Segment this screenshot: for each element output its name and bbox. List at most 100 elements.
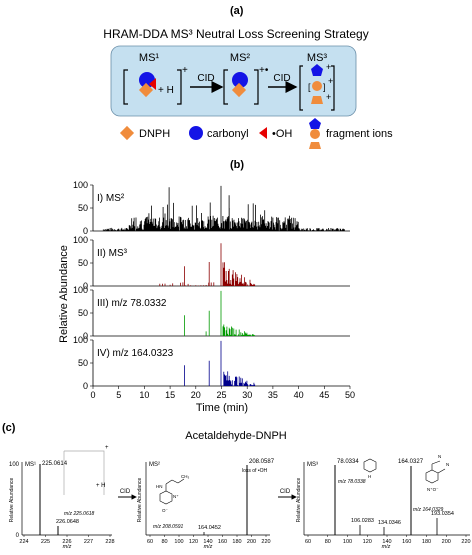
x-tick-label: 15 (165, 390, 175, 400)
x-tick-label: 100 (343, 539, 352, 545)
svg-text:m/z 164.0329: m/z 164.0329 (413, 507, 444, 513)
chromatogram-trace (102, 185, 345, 231)
legend-dnph: DNPH (139, 128, 170, 140)
x-tick-label: 35 (268, 390, 278, 400)
svg-text:m/z: m/z (204, 544, 213, 550)
svg-text:134.0346: 134.0346 (378, 520, 401, 526)
cid-label-c1: CID (120, 489, 131, 495)
svg-text:+: + (326, 92, 331, 102)
x-tick-label: 60 (147, 539, 153, 545)
svg-text:]: ] (323, 82, 326, 92)
svg-text:m/z 208.0591: m/z 208.0591 (153, 524, 184, 530)
ms2-structure-icon (159, 478, 185, 505)
x-tick-label: 160 (218, 539, 227, 545)
x-tick-label: 227 (84, 539, 93, 545)
trace-label: II) MS³ (97, 248, 128, 259)
y-tick-label: 50 (78, 308, 88, 318)
pentagon-fragment-icon (311, 64, 323, 76)
svg-text:78.0334: 78.0334 (337, 459, 359, 465)
stage-ms1: MS¹ (139, 52, 160, 64)
svg-text:N: N (438, 454, 441, 459)
x-tick-label: 40 (294, 390, 304, 400)
x-tick-label: 200 (247, 539, 256, 545)
trapezoid-fragment-icon (309, 142, 321, 149)
panel-b-label: (b) (230, 159, 244, 171)
y-tick-label: 50 (78, 258, 88, 268)
ms3-stage: MS³ (307, 462, 318, 468)
x-tick-label: 60 (305, 539, 311, 545)
svg-text:+: + (326, 62, 331, 72)
trace-label: IV) m/z 164.0323 (97, 348, 174, 359)
svg-text:m/z 225.0618: m/z 225.0618 (64, 511, 95, 517)
ms1-spectrum: Relative Abundance 100 0 MS¹ 225.0614 22… (9, 445, 115, 550)
ms2-product: +• (223, 65, 269, 105)
cid-label-c2: CID (280, 489, 291, 495)
ms3-spectrum: Relative Abundance MS³ 78.0334 m/z 78.03… (296, 454, 471, 550)
legend-carbonyl: carbonyl (207, 128, 249, 140)
x-tick-label: 10 (139, 390, 149, 400)
hydroxyl-icon (149, 78, 156, 90)
y-tick-label: 50 (78, 203, 88, 213)
cid-label-1: CID (197, 73, 214, 84)
svg-text:+: + (328, 76, 333, 86)
ms2-stage: MS² (149, 462, 160, 468)
cid-label-2: CID (273, 73, 290, 84)
chromatogram-trace (184, 290, 256, 336)
y-tick-label: 0 (83, 331, 88, 341)
trace-label: III) m/z 78.0332 (97, 298, 167, 309)
x-tick-label: 180 (422, 539, 431, 545)
trace-label: I) MS² (97, 193, 125, 204)
svg-text:CH₃: CH₃ (181, 474, 189, 479)
x-tick-label: 180 (232, 539, 241, 545)
svg-text:0: 0 (16, 533, 20, 539)
panel-a-label: (a) (230, 5, 244, 17)
svg-text:164.0327: 164.0327 (398, 459, 424, 465)
x-tick-label: 228 (105, 539, 114, 545)
panel-b-xlabel: Time (min) (196, 402, 248, 414)
svg-text:Relative Abundance: Relative Abundance (296, 478, 302, 523)
plus-h-label: + H (158, 85, 174, 96)
chromatogram-trace (159, 243, 256, 286)
x-tick-label: 50 (345, 390, 355, 400)
svg-text:Relative Abundance: Relative Abundance (9, 478, 15, 523)
svg-text:+ H: + H (96, 483, 106, 489)
x-tick-label: 140 (203, 539, 212, 545)
svg-text:226.0648: 226.0648 (56, 519, 79, 525)
x-tick-label: 45 (319, 390, 329, 400)
x-tick-label: 200 (442, 539, 451, 545)
ms1-stage: MS¹ (25, 462, 36, 468)
trapezoid-fragment-icon (311, 96, 323, 104)
svg-text:+: + (105, 445, 109, 451)
legend-fragments: fragment ions (326, 128, 393, 140)
x-tick-label: 120 (189, 539, 198, 545)
svg-text:N⁺: N⁺ (173, 494, 179, 499)
svg-text:193.0354: 193.0354 (431, 511, 454, 517)
y-tick-label: 100 (73, 180, 88, 190)
panel-c-title: Acetaldehyde-DNPH (185, 430, 287, 442)
svg-text:m/z: m/z (382, 544, 391, 550)
hexagon-fragment-icon (312, 81, 322, 91)
stage-ms3: MS³ (307, 52, 328, 64)
dnph-icon (119, 125, 135, 141)
ms3-fragments: + [ ] + + (299, 62, 335, 111)
x-tick-label: 0 (90, 390, 95, 400)
x-tick-label: 140 (382, 539, 391, 545)
x-tick-label: 25 (216, 390, 226, 400)
x-tick-label: 226 (62, 539, 71, 545)
stage-ms2: MS² (230, 52, 251, 64)
x-tick-label: 120 (363, 539, 372, 545)
x-tick-label: 30 (242, 390, 252, 400)
legend: DNPH carbonyl •OH fragment ions (119, 118, 393, 149)
chromatogram-trace (184, 340, 256, 386)
y-tick-label: 0 (83, 381, 88, 391)
svg-text:m/z 78.0338: m/z 78.0338 (338, 479, 366, 485)
svg-text:N⁺O⁻: N⁺O⁻ (427, 487, 439, 492)
y-tick-label: 0 (83, 281, 88, 291)
x-tick-label: 224 (19, 539, 28, 545)
x-tick-label: 20 (191, 390, 201, 400)
svg-text:m/z: m/z (63, 544, 72, 550)
svg-text:+: + (182, 65, 188, 76)
x-tick-label: 100 (174, 539, 183, 545)
